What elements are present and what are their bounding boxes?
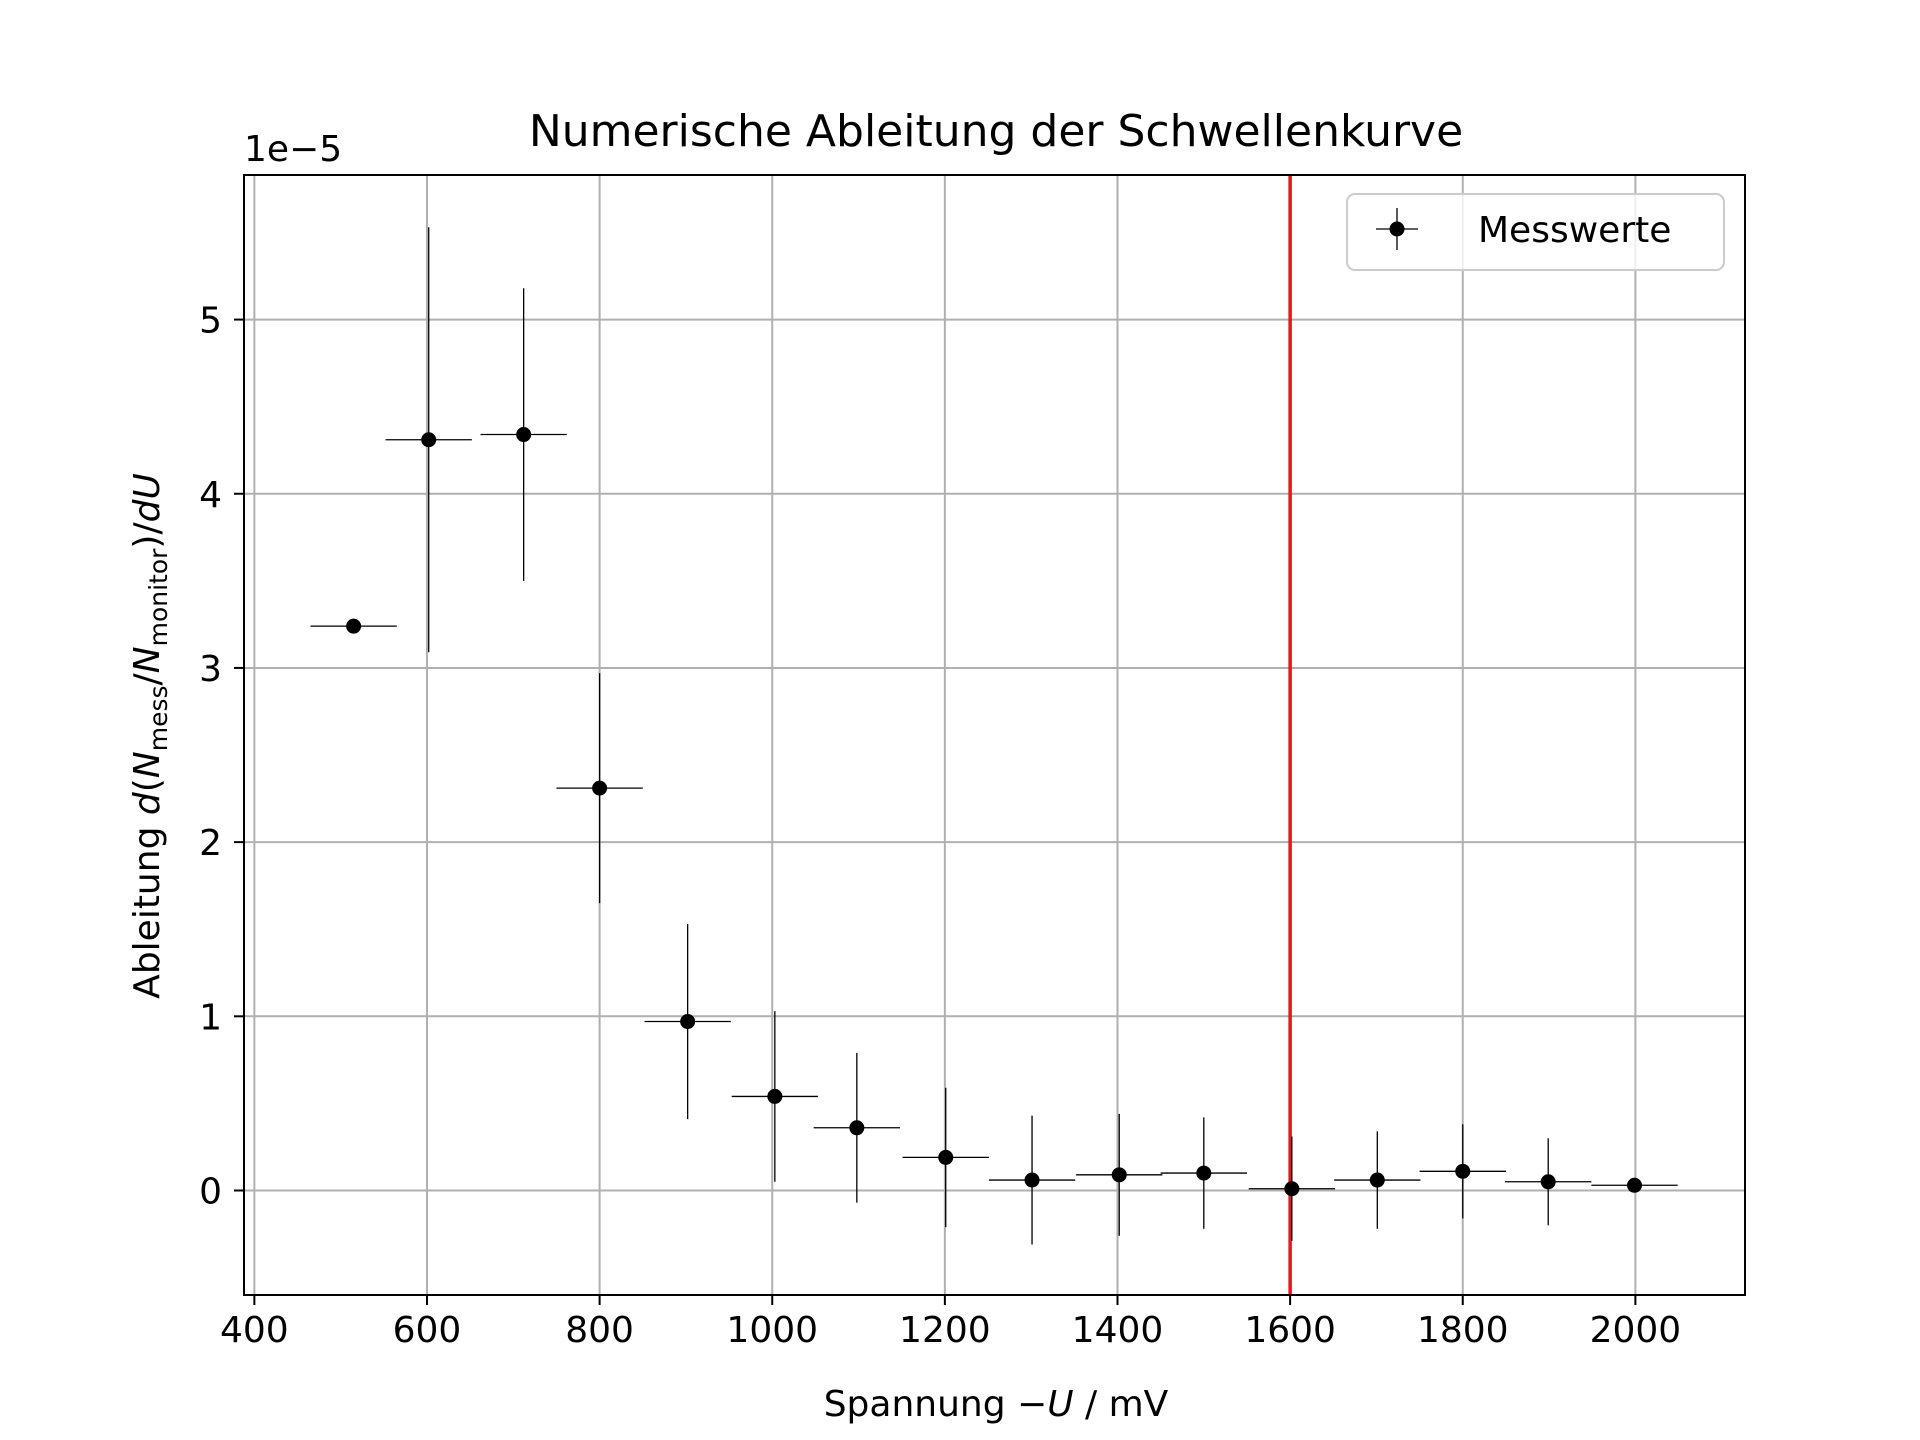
data-point (1024, 1172, 1040, 1188)
y-offset-text: 1e−5 (244, 129, 342, 170)
x-tick-label: 1800 (1417, 1310, 1509, 1351)
data-point (1196, 1165, 1212, 1181)
y-axis-label-slash: / (127, 672, 168, 685)
data-point (938, 1149, 954, 1165)
y-axis-label-sub-mess: mess (144, 685, 173, 751)
x-tick-label: 1200 (899, 1310, 991, 1351)
y-axis-label-du: dU (127, 473, 168, 522)
y-tick-label: 4 (199, 475, 222, 516)
y-axis-label-close: )/ (127, 522, 168, 549)
x-tick-label: 1400 (1072, 1310, 1164, 1351)
y-tick-label: 2 (199, 823, 222, 864)
y-axis-label-d: d (127, 791, 168, 815)
legend-box (1346, 193, 1725, 271)
data-point (592, 780, 608, 796)
y-tick-label: 5 (199, 301, 222, 342)
data-point (346, 618, 362, 634)
x-axis-label-prefix: Spannung − (824, 1384, 1048, 1425)
y-tick-label: 1 (199, 997, 222, 1038)
data-point (767, 1088, 783, 1104)
y-axis-ticks: 0 1 2 3 4 5 (199, 301, 244, 1212)
x-axis-ticks: 400 600 800 1000 1200 1400 1600 1800 2000 (220, 1295, 1681, 1351)
grid (244, 175, 1745, 1295)
y-axis-label-sub-monitor: monitor (144, 548, 173, 647)
legend-label-messwerte: Messwerte (1478, 210, 1671, 251)
y-tick-label: 3 (199, 649, 222, 690)
x-axis-label-suffix: / mV (1074, 1384, 1169, 1425)
x-tick-label: 400 (220, 1310, 289, 1351)
y-axis-label: Ableitung d(Nmess/Nmonitor)/dU (127, 473, 173, 999)
data-point (849, 1120, 865, 1136)
x-tick-label: 1600 (1244, 1310, 1336, 1351)
x-axis-label-var: U (1047, 1384, 1073, 1425)
x-tick-label: 2000 (1590, 1310, 1682, 1351)
y-axis-label-paren: ( (127, 778, 168, 792)
data-point (516, 427, 532, 443)
y-axis-label-n1: N (127, 751, 168, 778)
data-point (680, 1014, 696, 1030)
x-tick-label: 1000 (726, 1310, 818, 1351)
x-tick-label: 800 (565, 1310, 634, 1351)
error-bars (310, 227, 1678, 1245)
data-point (421, 432, 437, 448)
data-point (1111, 1167, 1127, 1183)
y-tick-label: 0 (199, 1171, 222, 1212)
data-points (346, 427, 1643, 1197)
plot-frame (243, 174, 1746, 1296)
legend: Messwerte (1346, 193, 1725, 271)
x-tick-label: 600 (393, 1310, 462, 1351)
y-axis-label-n2: N (127, 646, 168, 673)
legend-marker (1389, 221, 1405, 237)
data-point (1540, 1174, 1556, 1190)
y-axis-label-prefix: Ableitung (127, 815, 168, 999)
data-point (1369, 1172, 1385, 1188)
data-point (1284, 1181, 1300, 1197)
chart-title: Numerische Ableitung der Schwellenkurve (529, 106, 1463, 157)
data-point (1455, 1163, 1471, 1179)
x-axis-label: Spannung −U / mV (824, 1384, 1169, 1425)
data-point (1627, 1177, 1643, 1193)
